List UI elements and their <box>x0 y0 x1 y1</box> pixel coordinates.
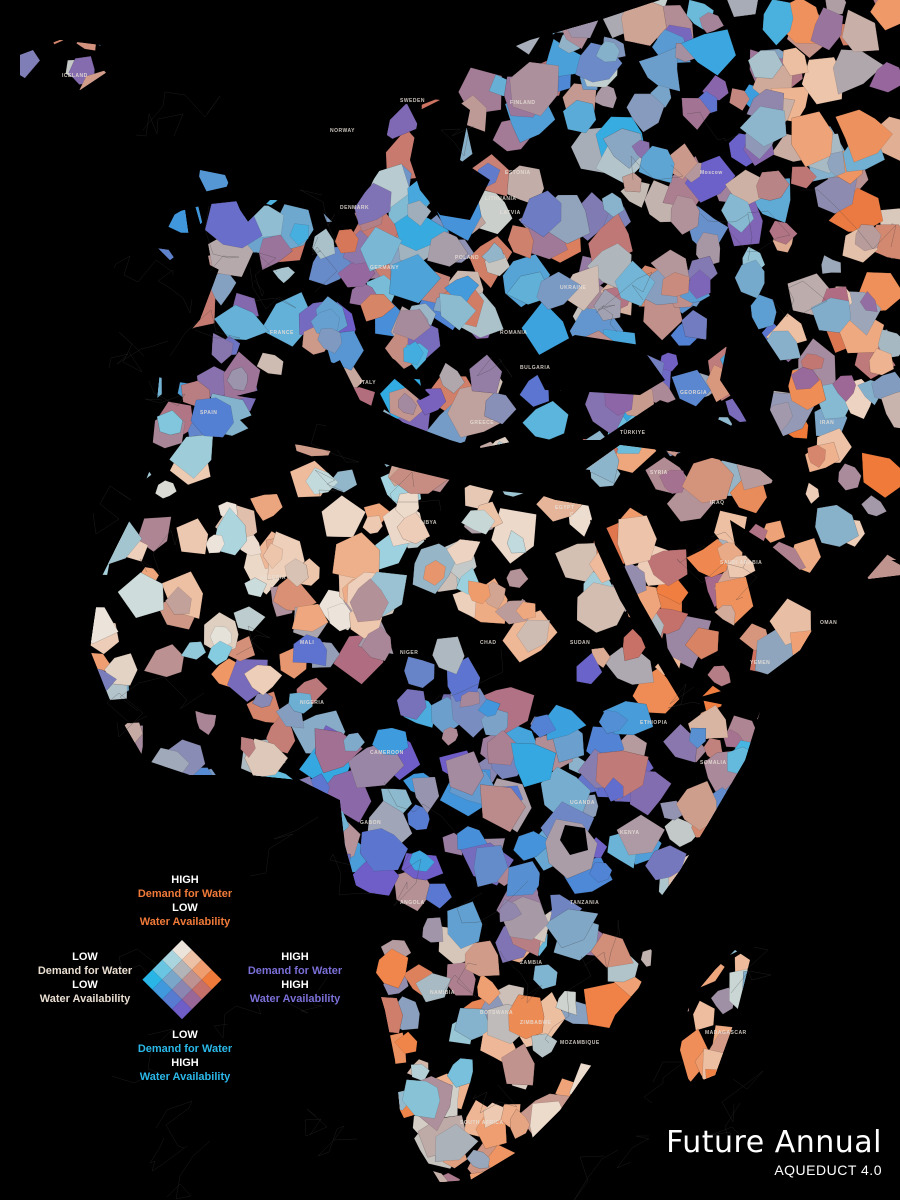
place-label: LITHUANIA <box>485 196 517 202</box>
place-label: POLAND <box>455 255 480 261</box>
place-label: EGYPT <box>555 505 575 511</box>
place-label: DENMARK <box>340 205 370 211</box>
legend-left-level1: LOW <box>72 951 98 963</box>
place-label: IRAN <box>820 420 835 426</box>
place-label: LATVIA <box>500 210 521 216</box>
place-label: NORWAY <box>330 128 355 134</box>
basin-region <box>256 352 284 376</box>
place-label: OMAN <box>820 620 838 626</box>
legend-left-label1: Demand for Water <box>37 965 133 977</box>
basin-region <box>176 518 209 555</box>
place-label: KENYA <box>620 830 640 836</box>
legend-low-demand-low-availability: LOW Demand for Water LOW Water Availabil… <box>20 950 150 1006</box>
legend-low-demand-high-availability: LOW Demand for Water HIGH Water Availabi… <box>110 1028 260 1084</box>
place-label: SUDAN <box>570 640 591 646</box>
place-label: UGANDA <box>570 800 595 806</box>
basin-region <box>729 88 750 111</box>
legend-bottom-level1: LOW <box>172 1029 198 1041</box>
place-label: SOUTH AFRICA <box>460 1120 504 1126</box>
place-label: Moscow <box>700 170 723 176</box>
place-label: NIGER <box>400 650 419 656</box>
basin-region <box>504 165 545 206</box>
place-label: GERMANY <box>370 265 400 271</box>
place-label: FRANCE <box>270 330 294 336</box>
place-label: FINLAND <box>510 100 536 106</box>
place-label: IRAQ <box>710 500 725 506</box>
legend-high-demand-high-availability: HIGH Demand for Water HIGH Water Availab… <box>245 950 345 1006</box>
place-label: ZIMBABWE <box>520 1020 552 1026</box>
place-label: SYRIA <box>650 470 668 476</box>
basin-region <box>838 463 862 491</box>
place-label: SAUDI ARABIA <box>720 560 763 566</box>
map-subtitle: AQUEDUCT 4.0 <box>774 1162 882 1178</box>
place-label: SOMALIA <box>700 760 727 766</box>
legend-top-level2: LOW <box>172 902 198 914</box>
basin-region <box>362 515 383 535</box>
place-label: TANZANIA <box>570 900 600 906</box>
place-label: MALI <box>300 640 315 646</box>
place-label: SWEDEN <box>400 98 425 104</box>
place-label: SPAIN <box>200 410 218 416</box>
place-label: ALGERIA <box>260 575 286 581</box>
legend-right-label1: Demand for Water <box>247 965 343 977</box>
place-label: ANGOLA <box>400 900 425 906</box>
place-label: BULGARIA <box>520 365 551 371</box>
basin-region <box>305 467 339 495</box>
place-label: ESTONIA <box>505 170 531 176</box>
place-label: ICELAND <box>62 73 88 79</box>
basin-region <box>143 644 185 678</box>
place-label: ITALY <box>360 380 377 386</box>
basin-region <box>616 814 666 856</box>
legend-right-label2: Water Availability <box>249 993 341 1005</box>
basin-region <box>272 266 296 284</box>
map-title: Future Annual <box>666 1125 882 1160</box>
place-label: NAMIBIA <box>430 990 455 996</box>
legend-left-level2: LOW <box>72 979 98 991</box>
basin-region <box>692 1000 715 1031</box>
place-label: GREECE <box>470 420 495 426</box>
place-label: ROMANIA <box>500 330 528 336</box>
place-label: YEMEN <box>750 660 771 666</box>
place-label: LIBYA <box>420 520 438 526</box>
legend-top-label1: Demand for Water <box>137 888 233 900</box>
place-label: UKRAINE <box>560 285 587 291</box>
place-label: BOTSWANA <box>480 1010 514 1016</box>
legend-right-level2: HIGH <box>281 979 309 991</box>
place-label: TÜRKIYE <box>620 430 646 436</box>
legend-top-level1: HIGH <box>171 874 199 886</box>
place-label: GABON <box>360 820 382 826</box>
place-label: GEORGIA <box>680 390 708 396</box>
legend-top-label2: Water Availability <box>139 916 231 928</box>
place-label: Cairo <box>570 512 586 518</box>
legend-left-label2: Water Availability <box>39 993 131 1005</box>
basin-region <box>800 353 825 372</box>
legend-right-level1: HIGH <box>281 951 309 963</box>
basin-region <box>394 1031 418 1054</box>
place-label: CHAD <box>480 640 497 646</box>
legend-bottom-label2: Water Availability <box>139 1071 231 1083</box>
legend-bottom-label1: Demand for Water <box>137 1043 233 1055</box>
basin-region <box>821 255 842 274</box>
place-label: NIGERIA <box>300 700 325 706</box>
basin-region <box>828 187 884 232</box>
legend-bottom-level2: HIGH <box>171 1057 199 1069</box>
place-label: MOZAMBIQUE <box>560 1040 600 1046</box>
place-label: MADAGASCAR <box>705 1030 747 1036</box>
place-label: ETHIOPIA <box>640 720 668 726</box>
legend-high-demand-low-availability: HIGH Demand for Water LOW Water Availabi… <box>110 873 260 929</box>
place-label: ZAMBIA <box>520 960 543 966</box>
legend-color-matrix <box>142 940 222 1020</box>
place-label: CAMEROON <box>370 750 404 756</box>
